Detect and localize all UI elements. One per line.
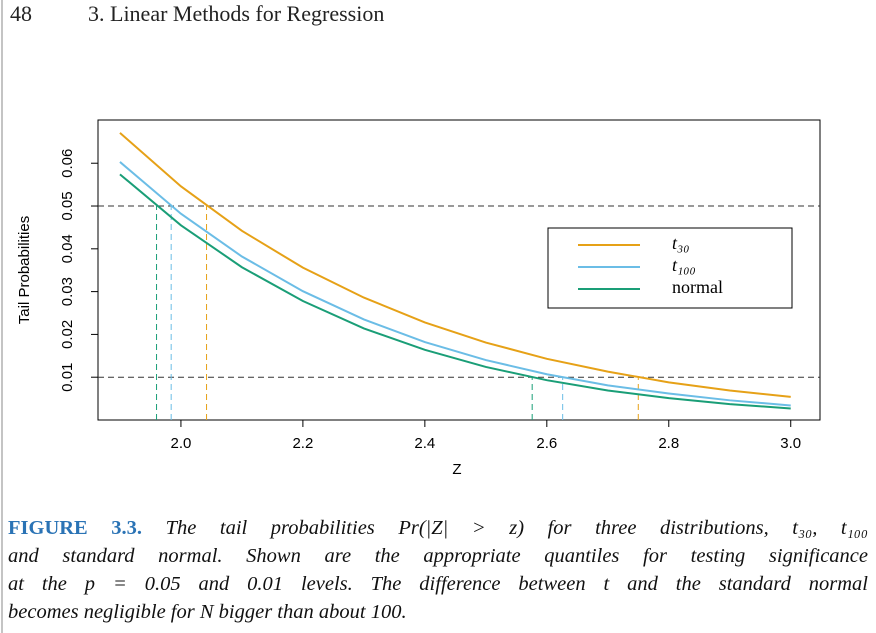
x-axis-label: Z [452, 461, 461, 478]
x-tick-label: 2.0 [171, 435, 192, 452]
curve [119, 132, 791, 398]
y-tick-label: 0.05 [59, 191, 76, 220]
caption-line: FIGURE 3.3. The tail probabilities Pr(|Z… [8, 514, 868, 542]
x-tick-label: 2.4 [414, 435, 435, 452]
x-tick-label: 2.6 [536, 435, 557, 452]
caption-text: and standard normal. Shown are the appro… [8, 545, 868, 567]
x-tick-label: 3.0 [780, 435, 801, 452]
y-tick-label: 0.06 [59, 149, 76, 178]
legend-label: normal [672, 277, 723, 297]
y-tick-label: 0.01 [59, 363, 76, 392]
x-tick-label: 2.2 [292, 435, 313, 452]
caption: FIGURE 3.3. The tail probabilities Pr(|Z… [8, 514, 868, 626]
caption-label: FIGURE 3.3. [8, 517, 143, 539]
legend-label: t₃₀ [672, 233, 690, 253]
legend-label: t₁₀₀ [672, 255, 696, 275]
chapter-title: 3. Linear Methods for Regression [88, 1, 384, 26]
caption-text: at the p = 0.05 and 0.01 levels. The dif… [8, 573, 868, 595]
caption-text: The tail probabilities Pr(|Z| > z) for t… [165, 517, 868, 539]
caption-line: becomes negligible for N bigger than abo… [8, 598, 868, 626]
page-number: 48 [10, 1, 32, 26]
caption-text: becomes negligible for N bigger than abo… [8, 601, 407, 623]
caption-line: at the p = 0.05 and 0.01 levels. The dif… [8, 570, 868, 598]
y-tick-label: 0.03 [59, 277, 76, 306]
curve [119, 173, 791, 410]
y-tick-label: 0.02 [59, 320, 76, 349]
plot-box [97, 119, 821, 421]
curve [119, 161, 791, 407]
y-tick-label: 0.04 [59, 234, 76, 263]
x-tick-label: 2.8 [658, 435, 679, 452]
y-axis-label: Tail Probabilities [16, 216, 33, 324]
caption-line: and standard normal. Shown are the appro… [8, 542, 868, 570]
